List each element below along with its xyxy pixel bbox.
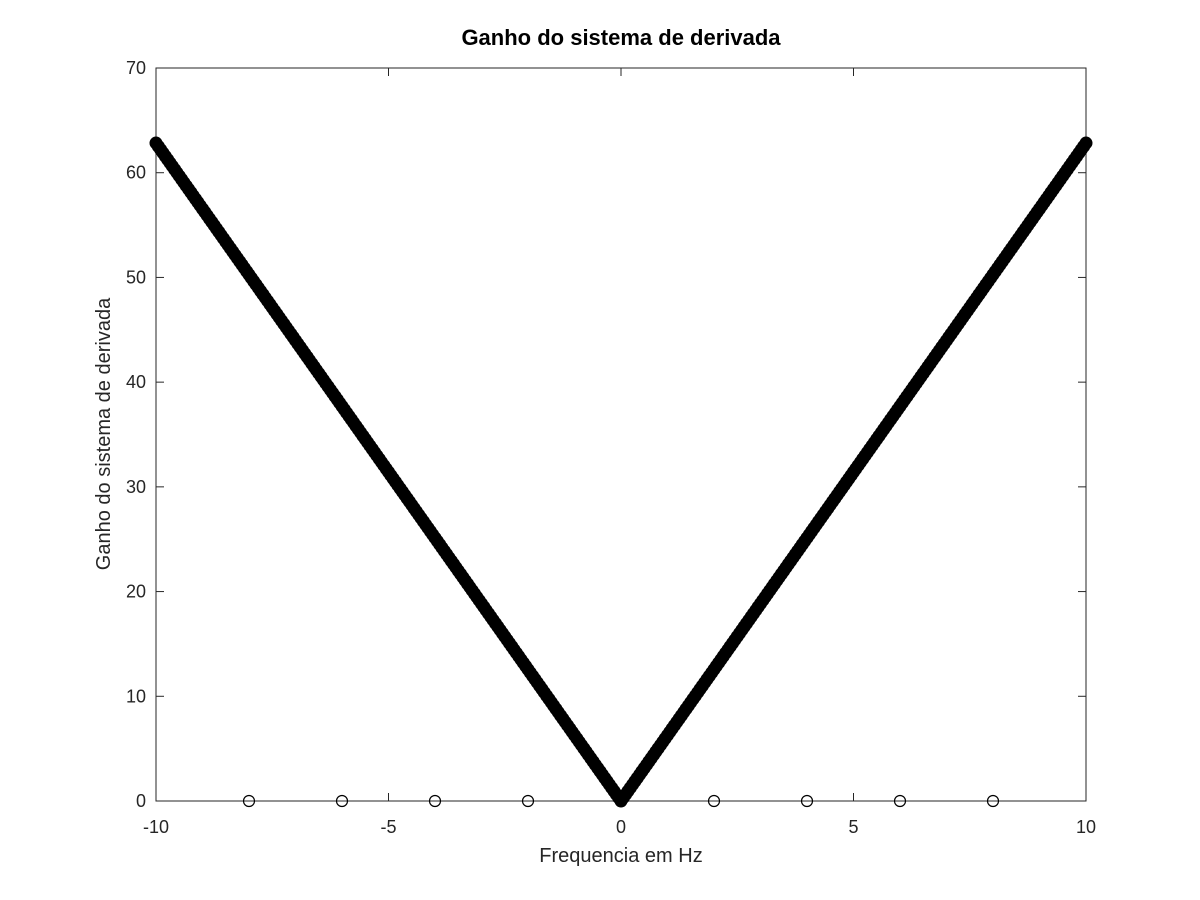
zero-marker: [335, 794, 349, 808]
y-axis-ticks: 0 10 20 30 40 50 60 70: [126, 58, 1086, 811]
zero-marker: [707, 794, 721, 808]
x-axis-label: Frequencia em Hz: [539, 845, 702, 867]
y-tick-label: 70: [126, 58, 146, 78]
zero-marker: [893, 794, 907, 808]
x-tick-label: -10: [143, 817, 169, 837]
x-axis-ticks: -10 -5 0 5 10: [143, 68, 1096, 837]
gain-point: [1079, 136, 1093, 150]
zero-markers-series: [242, 794, 1000, 808]
zero-marker: [986, 794, 1000, 808]
y-tick-label: 20: [126, 582, 146, 602]
zero-marker: [428, 794, 442, 808]
y-tick-label: 10: [126, 686, 146, 706]
y-tick-label: 30: [126, 477, 146, 497]
y-tick-label: 60: [126, 163, 146, 183]
x-tick-label: 0: [616, 817, 626, 837]
zero-marker: [800, 794, 814, 808]
zero-marker: [521, 794, 535, 808]
x-tick-label: 5: [848, 817, 858, 837]
y-tick-label: 50: [126, 267, 146, 287]
plot-area-frame: [155, 67, 1087, 802]
zero-marker: [242, 794, 256, 808]
x-tick-label: -5: [380, 817, 396, 837]
x-tick-label: 10: [1076, 817, 1096, 837]
y-axis-label: Ganho do sistema de derivada: [93, 297, 115, 570]
chart-title: Ganho do sistema de derivada: [461, 25, 781, 50]
y-tick-label: 0: [136, 791, 146, 811]
y-tick-label: 40: [126, 372, 146, 392]
gain-curve-series: [149, 136, 1093, 808]
